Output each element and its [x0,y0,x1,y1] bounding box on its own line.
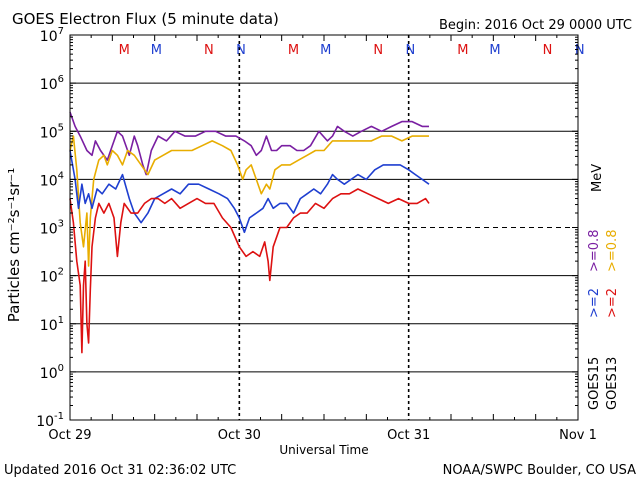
series-line [69,135,429,267]
legend-goes13-ge08: >=0.8 [605,230,620,272]
local-time-marker: M [151,43,162,58]
x-tick-label: Oct 30 [218,428,261,443]
legend-goes13: GOES13 [605,357,620,410]
legend-goes15-ge2: >=2 [587,288,602,318]
source-credit: NOAA/SWPC Boulder, CO USA [443,463,636,478]
y-tick-label: 101 [40,315,64,334]
y-axis-ticks: 107 106 105 104 103 102 101 100 10-1 [36,26,578,430]
data-series [69,111,430,354]
local-time-marker: M [320,43,331,58]
legend-goes13-ge2: >=2 [605,288,620,318]
x-axis-ticks: Oct 29 Oct 30 Oct 31 Nov 1 [48,35,597,443]
chart-title: GOES Electron Flux (5 minute data) [12,10,279,28]
legend: GOES15 GOES13 >=2 >=2 >=0.8 >=0.8 MeV [587,164,620,410]
begin-timestamp: Begin: 2016 Oct 29 0000 UTC [439,18,632,33]
legend-unit: MeV [590,164,605,192]
legend-goes15: GOES15 [587,357,602,410]
local-time-marker: N [543,43,553,58]
x-tick-label: Oct 29 [48,428,91,443]
y-tick-label: 10-1 [36,411,64,430]
local-time-marker: N [373,43,383,58]
series-line [69,188,430,354]
local-time-marker: M [489,43,500,58]
local-time-marker: M [288,43,299,58]
y-tick-label: 106 [40,74,64,93]
y-tick-label: 104 [40,170,64,189]
local-time-marker: N [236,43,246,58]
y-tick-label: 102 [40,267,64,286]
y-axis-label: Particles cm⁻²s⁻¹sr⁻¹ [5,168,23,322]
x-tick-label: Nov 1 [559,428,597,443]
y-tick-label: 103 [40,219,64,238]
local-time-marker: N [405,43,415,58]
series-line [69,111,429,176]
y-tick-label: 105 [40,122,64,141]
x-axis-label: Universal Time [279,443,368,457]
local-time-marker: M [119,43,130,58]
local-time-marker: N [204,43,214,58]
y-tick-label: 107 [40,26,64,45]
series-line [69,150,430,234]
y-tick-label: 100 [40,363,64,382]
local-time-marker: M [457,43,468,58]
local-time-marker: N [575,43,585,58]
updated-timestamp: Updated 2016 Oct 31 02:36:02 UTC [4,463,236,478]
x-tick-label: Oct 31 [387,428,430,443]
legend-goes15-ge08: >=0.8 [587,230,602,272]
plot-grid [70,35,578,420]
